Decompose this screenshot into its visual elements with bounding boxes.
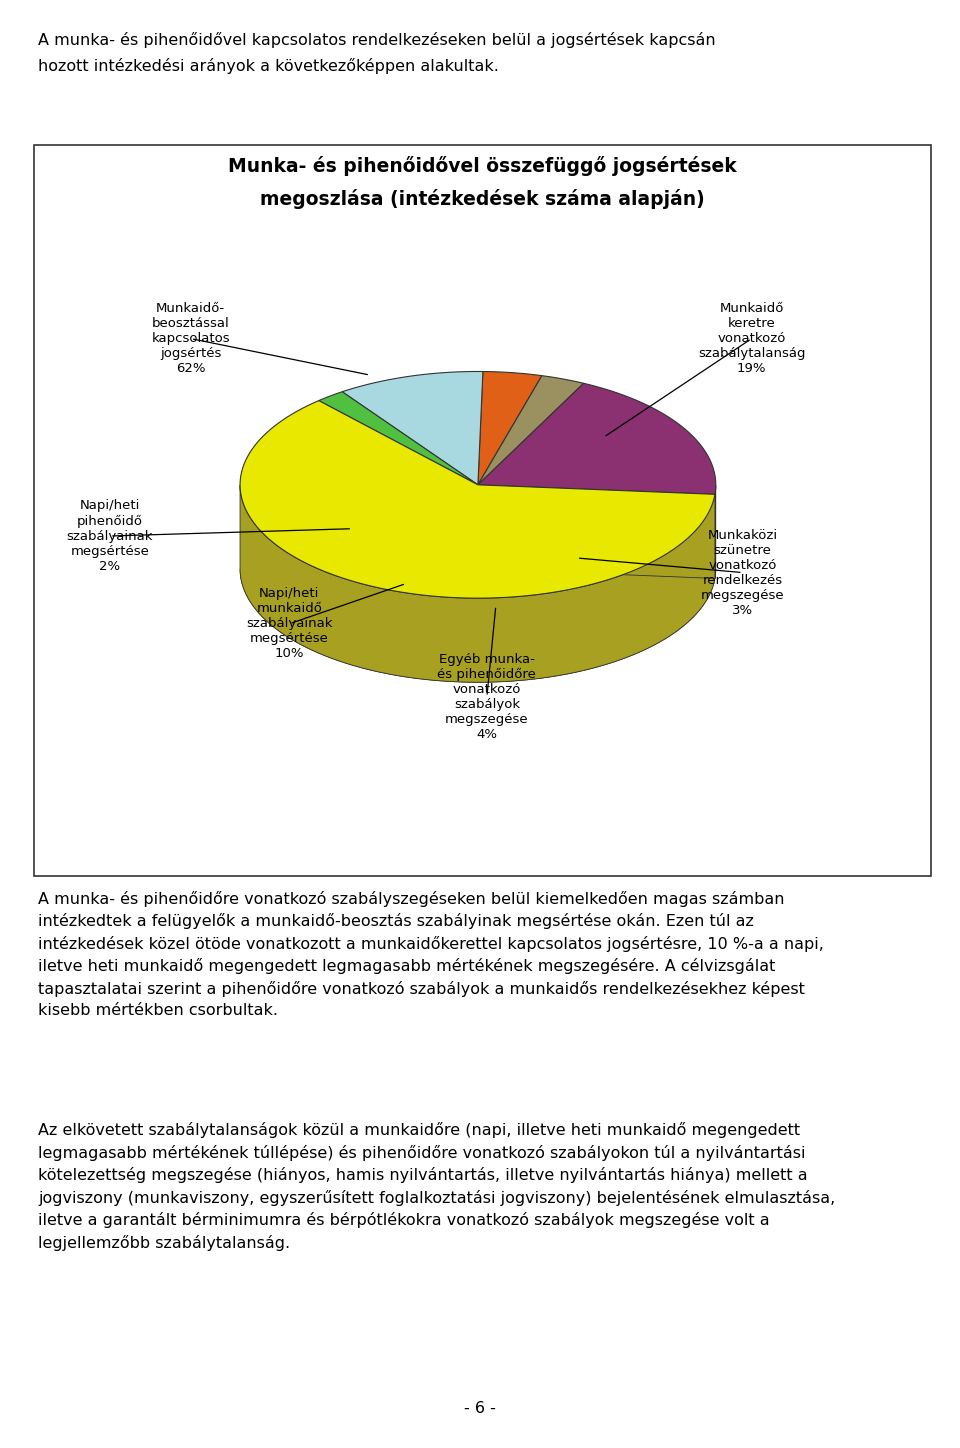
Text: A munka- és pihenőidővel kapcsolatos rendelkezéseken belül a jogsértések kapcsán: A munka- és pihenőidővel kapcsolatos ren… bbox=[38, 32, 716, 48]
Text: Napi/heti
pihenőidő
szabályainak
megsértése
2%: Napi/heti pihenőidő szabályainak megsért… bbox=[66, 500, 154, 572]
Polygon shape bbox=[240, 401, 715, 598]
Text: A munka- és pihenőidőre vonatkozó szabályszegéseken belül kiemelkedően magas szá: A munka- és pihenőidőre vonatkozó szabál… bbox=[38, 891, 825, 1018]
Polygon shape bbox=[319, 392, 478, 485]
Polygon shape bbox=[240, 485, 715, 682]
Polygon shape bbox=[478, 569, 716, 578]
Text: Munkaidő-
beosztással
kapcsolatos
jogsértés
62%: Munkaidő- beosztással kapcsolatos jogsér… bbox=[152, 303, 230, 375]
Text: Munkaidő
keretre
vonatkozó
szabálytalanság
19%: Munkaidő keretre vonatkozó szabálytalans… bbox=[698, 303, 805, 375]
Polygon shape bbox=[240, 569, 715, 682]
Polygon shape bbox=[478, 372, 541, 485]
Polygon shape bbox=[342, 372, 483, 485]
Text: Egyéb munka-
és pihenőidőre
vonatkozó
szabályok
megszegése
4%: Egyéb munka- és pihenőidőre vonatkozó sz… bbox=[438, 653, 537, 741]
Polygon shape bbox=[478, 485, 715, 578]
Text: Munka- és pihenőidővel összefüggő jogsértések: Munka- és pihenőidővel összefüggő jogsér… bbox=[228, 156, 736, 175]
Polygon shape bbox=[478, 384, 716, 494]
Text: megoszlása (intézkedések száma alapján): megoszlása (intézkedések száma alapján) bbox=[260, 188, 705, 209]
Text: Napi/heti
munkaidő
szabályainak
megsértése
10%: Napi/heti munkaidő szabályainak megsérté… bbox=[246, 588, 333, 660]
Text: Az elkövetett szabálytalanságok közül a munkaidőre (napi, illetve heti munkaidő : Az elkövetett szabálytalanságok közül a … bbox=[38, 1122, 835, 1251]
Text: Munkaközi
szünetre
vonatkozó
rendelkezés
megszegése
3%: Munkaközi szünetre vonatkozó rendelkezés… bbox=[701, 529, 784, 617]
Polygon shape bbox=[478, 485, 715, 578]
Polygon shape bbox=[478, 375, 584, 485]
Text: - 6 -: - 6 - bbox=[464, 1402, 496, 1416]
Text: hozott intézkedési arányok a következőképpen alakultak.: hozott intézkedési arányok a következőké… bbox=[38, 58, 499, 74]
